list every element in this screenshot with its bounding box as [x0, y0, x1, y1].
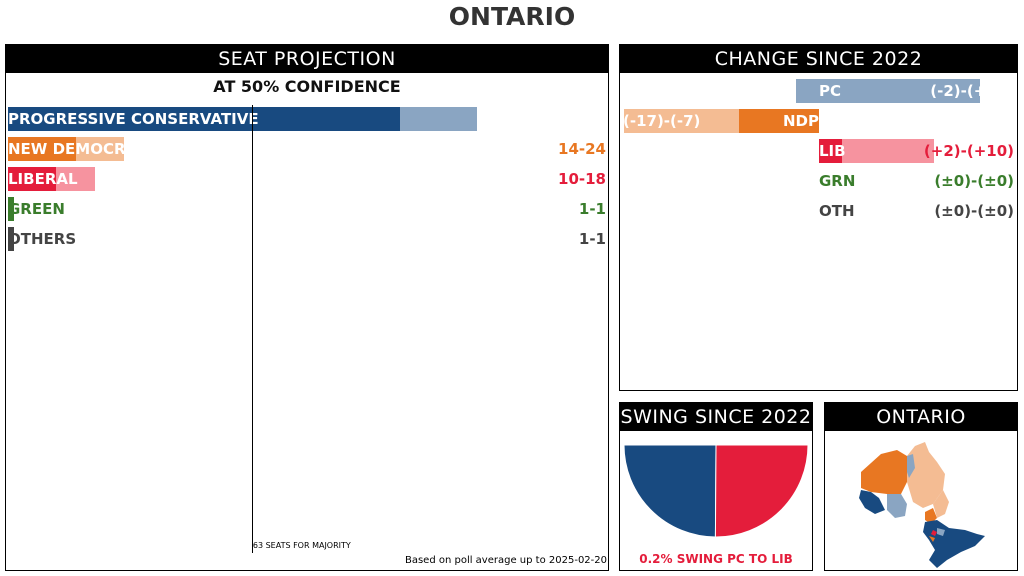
bar-low-progressive-conservative — [8, 107, 400, 131]
label-green: GREEN — [8, 200, 65, 218]
value-liberal: 10-18 — [558, 170, 606, 188]
map-region-central-light-blue — [887, 494, 907, 518]
map-region-northwest — [861, 450, 907, 494]
swing-slice-pc — [623, 444, 717, 538]
map-region-northwest-blue — [859, 490, 885, 514]
majority-label: 63 SEATS FOR MAJORITY — [252, 541, 351, 550]
map-region-south-orange — [929, 536, 935, 542]
label-liberal: LIBERAL — [8, 170, 78, 188]
change-header: CHANGE SINCE 2022 — [620, 45, 1017, 73]
map-region-northeast — [925, 508, 937, 524]
bar-low-green — [8, 197, 14, 221]
majority-line — [251, 105, 253, 553]
change-label-pc: PC — [819, 82, 842, 100]
change-bar-core-ndp — [738, 109, 819, 133]
map-panel: ONTARIO — [824, 402, 1018, 571]
swing-panel: SWING SINCE 2022 0.2% SWING PC TO LIB — [619, 402, 813, 571]
change-bar-core-lib — [819, 139, 842, 163]
swing-half-pie — [623, 444, 809, 538]
map-region-far-north — [907, 442, 945, 508]
label-others: OTHERS — [8, 230, 77, 248]
change-value-lib: (+2)-(+10) — [923, 142, 1014, 160]
change-value-grn: (±0)-(±0) — [934, 172, 1014, 190]
swing-caption: 0.2% SWING PC TO LIB — [639, 552, 793, 566]
seat-projection-header: SEAT PROJECTION — [6, 45, 608, 73]
ontario-map — [859, 442, 985, 568]
map-region-south-light — [937, 528, 945, 536]
change-label-grn: GRN — [819, 172, 856, 190]
swing-header: SWING SINCE 2022 — [620, 403, 812, 431]
page-title: ONTARIO — [448, 2, 576, 31]
change-label-ndp: NDP — [783, 112, 819, 130]
change-label-lib: LIB — [819, 142, 846, 160]
value-new-democratic-party: 14-24 — [558, 140, 606, 158]
change-panel: CHANGE SINCE 2022 PC (-2)-(+14) NDP (-17)-(… — [619, 44, 1018, 391]
change-label-oth: OTH — [819, 202, 855, 220]
bar-low-others — [8, 227, 14, 251]
change-value-pc: (-2)-(+14) — [930, 82, 1014, 100]
change-value-oth: (±0)-(±0) — [934, 202, 1014, 220]
bar-low-liberal — [8, 167, 57, 191]
value-others: 1-1 — [578, 230, 606, 248]
bar-low-new-democratic-party — [8, 137, 76, 161]
seat-projection-panel: SEAT PROJECTION AT 50% CONFIDENCE PROGRE… — [5, 44, 609, 571]
map-region-south — [923, 520, 985, 568]
change-bar-range-pc — [796, 79, 980, 103]
footnote: Based on poll average up to 2025-02-20 — [404, 555, 607, 566]
label-progressive-conservative: PROGRESSIVE CONSERVATIVE — [8, 110, 259, 128]
seat-projection-subtitle: AT 50% CONFIDENCE — [213, 77, 401, 96]
map-region-north-light-blue — [907, 454, 915, 478]
value-progressive-conservative: 81-97 — [558, 110, 606, 128]
map-region-east-light — [933, 490, 949, 518]
map-header: ONTARIO — [825, 403, 1017, 431]
label-new-democratic-party: NEW DEMOCRATIC PARTY — [8, 140, 222, 158]
value-green: 1-1 — [578, 200, 606, 218]
map-region-south-red — [931, 530, 937, 536]
swing-slice-lib — [714, 444, 809, 538]
change-value-ndp: (-17)-(-7) — [623, 112, 701, 130]
